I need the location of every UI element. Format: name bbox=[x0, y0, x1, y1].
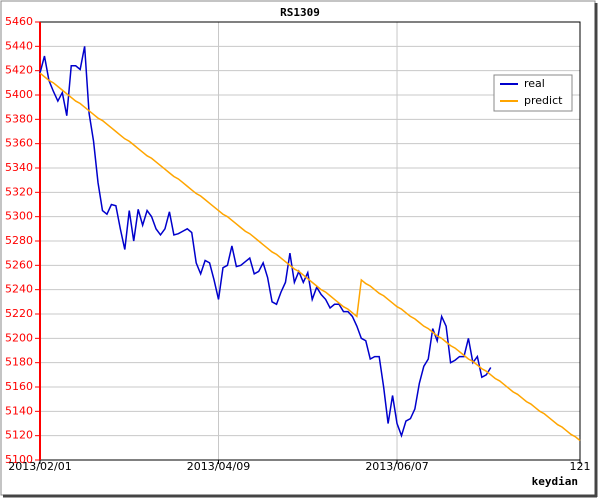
series-line bbox=[39, 46, 492, 439]
y-tick-label: 5180 bbox=[5, 356, 33, 369]
y-tick-label: 5100 bbox=[5, 453, 33, 466]
y-tick-label: 5220 bbox=[5, 307, 33, 320]
chart-title: RS1309 bbox=[280, 6, 320, 19]
legend-label: predict bbox=[524, 94, 563, 107]
y-tick-label: 5360 bbox=[5, 137, 33, 150]
x-axis-label: keydian bbox=[532, 475, 578, 488]
y-tick-label: 5380 bbox=[5, 112, 33, 125]
x-tick-label: 2013/02/01 bbox=[8, 460, 71, 473]
y-tick-label: 5160 bbox=[5, 380, 33, 393]
x-tick-label: 2013/04/09 bbox=[187, 460, 250, 473]
y-tick-label: 5300 bbox=[5, 210, 33, 223]
y-tick-label: 5120 bbox=[5, 429, 33, 442]
y-tick-label: 5460 bbox=[5, 15, 33, 28]
series-line bbox=[39, 72, 581, 442]
x-tick-label: 121 bbox=[570, 460, 591, 473]
y-tick-label: 5440 bbox=[5, 39, 33, 52]
x-tick-label: 2013/06/07 bbox=[365, 460, 428, 473]
y-tick-label: 5200 bbox=[5, 331, 33, 344]
y-tick-label: 5280 bbox=[5, 234, 33, 247]
y-tick-label: 5320 bbox=[5, 185, 33, 198]
y-tick-label: 5260 bbox=[5, 258, 33, 271]
legend-box bbox=[493, 74, 573, 112]
y-tick-label: 5140 bbox=[5, 404, 33, 417]
legend-label: real bbox=[524, 77, 545, 90]
y-tick-label: 5420 bbox=[5, 64, 33, 77]
y-tick-label: 5240 bbox=[5, 283, 33, 296]
y-tick-label: 5400 bbox=[5, 88, 33, 101]
y-tick-label: 5340 bbox=[5, 161, 33, 174]
